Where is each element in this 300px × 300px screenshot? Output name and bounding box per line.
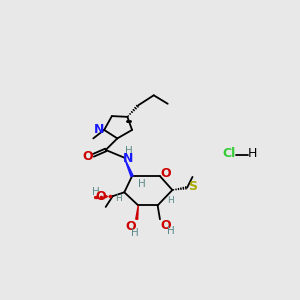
Text: O: O [160, 219, 171, 232]
Text: O: O [82, 150, 93, 164]
Text: O: O [125, 220, 136, 233]
Text: N: N [123, 152, 134, 165]
Text: O: O [95, 190, 106, 203]
Text: H: H [125, 146, 133, 157]
Text: H: H [115, 194, 122, 203]
Text: H: H [248, 146, 257, 160]
Text: N: N [94, 123, 104, 136]
Text: O: O [160, 167, 171, 180]
Text: S: S [188, 180, 197, 194]
Polygon shape [124, 158, 133, 177]
Text: H: H [138, 179, 146, 189]
Text: H: H [131, 228, 139, 238]
Polygon shape [136, 206, 138, 219]
Text: H: H [92, 187, 100, 197]
Text: H: H [167, 226, 175, 236]
Text: Cl: Cl [222, 146, 236, 160]
Text: H: H [167, 196, 174, 205]
